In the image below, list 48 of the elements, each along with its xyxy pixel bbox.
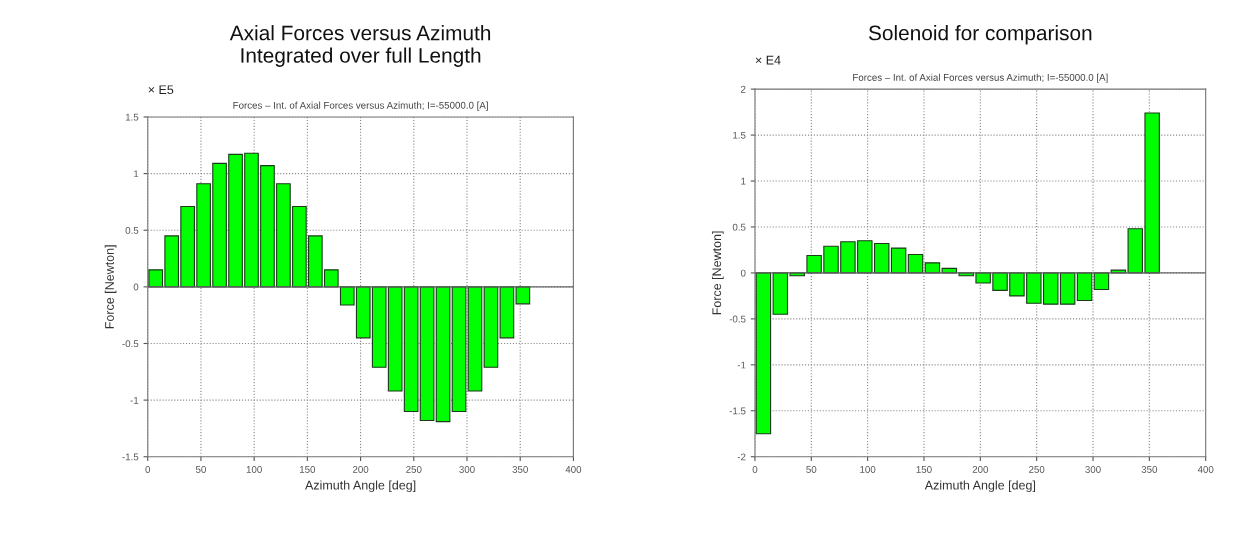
y-tick-label: 0 [740,269,746,277]
y-tick-label: -0.5 [729,315,746,323]
x-tick-label: 400 [1197,466,1214,473]
y-tick-label: -2 [737,453,746,461]
y-tick-label: 0.5 [125,226,139,234]
x-tick-label: 300 [459,466,475,473]
bar [451,286,467,412]
x-tick-label: 250 [1029,466,1045,473]
x-tick-label: 50 [195,466,206,473]
chart-title: Axial Forces versus Azimuth Integrated over full Length [229,25,491,67]
y-tick-label: -1 [130,396,139,404]
y-tick-label: 1 [134,170,139,178]
x-axis-title: Azimuth Angle [deg] [924,480,1036,493]
x-tick-label: 50 [806,466,817,473]
bar [907,253,924,274]
text: × E5 [148,85,174,95]
x-tick-label: 150 [916,466,932,473]
y-tick-label: 0 [133,283,139,291]
y-axis-title: Force [Newton] [711,231,724,315]
y-tick-label: 2 [741,85,746,93]
x-tick-label: 350 [1141,466,1158,473]
x-tick-label: 100 [246,466,262,473]
x-axis-title: Azimuth Angle [deg] [305,480,416,493]
chart-title: Solenoid for comparison [868,25,1092,45]
y-tick-label: -1.5 [729,407,746,415]
x-tick-label: 350 [512,466,528,473]
y-tick-label: -1.5 [122,453,139,461]
y-tick-label: -0.5 [122,340,139,348]
y-tick-label: 1.5 [733,131,746,139]
x-tick-label: 200 [972,466,989,473]
bar [467,286,483,392]
chart-subtitle: Forces – Int. of Axial Forces versus Azimuth; I=-55000.0 [A] [853,73,1108,83]
bar [1076,272,1093,302]
y-axis-title: Force [Newton] [104,245,117,329]
chart-subtitle: Forces – Int. of Axial Forces versus Azimuth; I=-55000.0 [A] [233,101,488,111]
y-tick-label: 1 [741,177,746,185]
x-tick-label: 200 [352,466,369,473]
x-tick-label: 150 [300,466,316,473]
y-tick-label: 1.5 [125,113,139,121]
x-tick-label: 250 [406,466,422,473]
y-tick-label: 0.5 [732,223,746,231]
x-tick-label: 300 [1085,466,1101,473]
text: × E4 [755,55,781,65]
x-tick-label: 0 [145,466,151,473]
x-tick-label: 0 [752,466,758,473]
x-tick-label: 400 [565,466,582,473]
x-tick-label: 100 [860,466,876,473]
y-tick-label: -1 [737,361,746,369]
